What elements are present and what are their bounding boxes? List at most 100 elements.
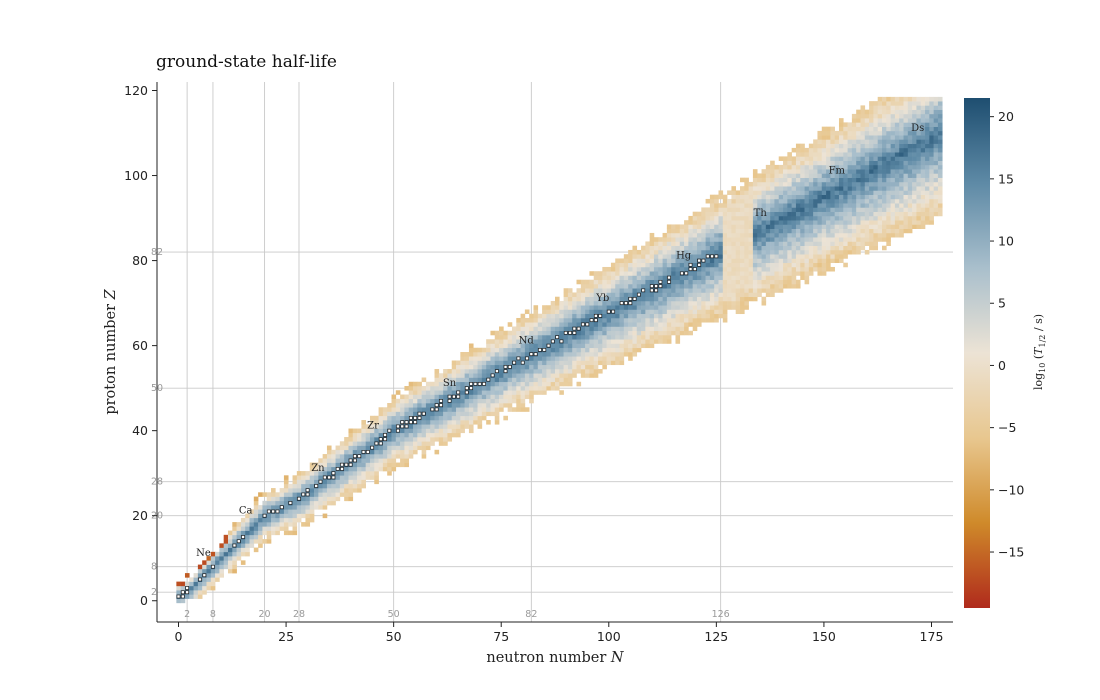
nuclide-cell [529,317,534,323]
nuclide-cell [907,164,913,170]
nuclide-cell [714,207,719,212]
nuclide-cell [430,437,435,442]
nuclide-cell [520,377,526,383]
nuclide-cell [684,232,689,238]
nuclide-cell [606,347,612,353]
nuclide-cell [920,156,926,161]
stable-nuclide [198,577,202,582]
nuclide-cell [210,577,216,582]
nuclide-cell [826,135,831,140]
nuclide-cell [778,228,784,234]
nuclide-cell [847,177,853,183]
nuclide-cell [709,194,715,200]
nuclide-cell [339,458,345,463]
nuclide-cell [925,211,930,217]
nuclide-cell [817,228,823,234]
nuclide-cell [727,283,732,289]
nuclide-cell [688,313,693,319]
nuclide-cell [735,211,741,217]
nuclide-cell [671,296,676,302]
nuclide-cell [490,339,496,344]
nuclide-cell [559,300,564,306]
nuclide-cell [563,317,569,323]
nuclide-cell [937,156,943,161]
nuclide-cell [417,432,422,438]
magic-label-N-8: 8 [210,609,216,620]
nuclide-cell [645,334,650,340]
nuclide-cell [894,177,900,183]
nuclide-cell [623,352,629,357]
nuclide-cell [460,352,465,357]
nuclide-cell [641,296,646,302]
nuclide-cell [903,220,909,225]
nuclide-cell [873,186,878,191]
nuclide-cell [821,228,827,234]
nuclide-cell [352,471,358,476]
nuclide-cell [456,415,461,421]
nuclide-cell [791,181,797,187]
nuclide-cell [727,203,732,208]
y-tick-label: 80 [132,253,148,268]
nuclide-cell [184,581,190,587]
nuclide-cell [727,215,732,221]
nuclide-cell [533,343,539,349]
nuclide-cell [929,139,934,144]
nuclide-cell [688,322,693,327]
nuclide-cell [430,386,435,391]
nuclide-cell [731,279,737,285]
nuclide-cell [890,173,896,178]
nuclide-cell [413,398,418,404]
x-tick-label: 25 [278,629,294,644]
nuclide-cell [326,492,332,497]
nuclide-cell [589,313,595,319]
nuclide-cell [232,551,237,557]
nuclide-cell [791,190,797,195]
nuclide-cell [486,420,491,425]
stable-nuclide [262,513,267,518]
nuclide-cell [559,322,564,327]
nuclide-cell [369,441,375,446]
nuclide-cell [920,139,926,144]
nuclide-cell [752,207,758,212]
nuclide-cell [567,292,573,298]
y-tick-label: 100 [124,168,148,183]
nuclide-cell [899,228,904,234]
nuclide-cell [649,322,655,327]
nuclide-cell [533,322,539,327]
nuclide-cell [701,300,706,306]
nuclide-cell [507,377,513,383]
nuclide-cell [542,369,547,374]
nuclide-cell [783,160,788,166]
nuclide-cell [636,254,642,259]
nuclide-cell [877,101,883,106]
nuclide-cell [692,241,698,246]
nuclide-cell [197,594,203,599]
nuclide-cell [731,241,737,246]
nuclide-cell [585,330,590,336]
nuclide-cell [572,309,577,315]
nuclide-cell [916,139,922,144]
nuclide-cell [524,386,530,391]
nuclide-cell [869,173,874,178]
nuclide-cell [361,428,366,434]
nuclide-cell [473,394,478,400]
nuclide-cell [413,407,418,412]
nuclide-cell [808,186,814,191]
nuclide-cell [748,283,754,289]
nuclide-cell [623,283,629,289]
nuclide-cell [666,334,672,340]
nuclide-cell [778,241,784,246]
nuclide-cell [395,432,401,438]
nuclide-cell [778,169,784,174]
nuclide-cell [503,390,508,395]
nuclide-cell [598,317,603,323]
nuclide-cell [864,198,870,204]
nuclide-cell [735,266,741,272]
nuclide-cell [838,156,844,161]
nuclide-cell [193,585,199,591]
nuclide-cell [555,322,560,327]
nuclide-cell [877,228,883,234]
nuclide-cell [511,347,517,353]
nuclide-cell [456,424,461,429]
nuclide-cell [718,313,724,319]
